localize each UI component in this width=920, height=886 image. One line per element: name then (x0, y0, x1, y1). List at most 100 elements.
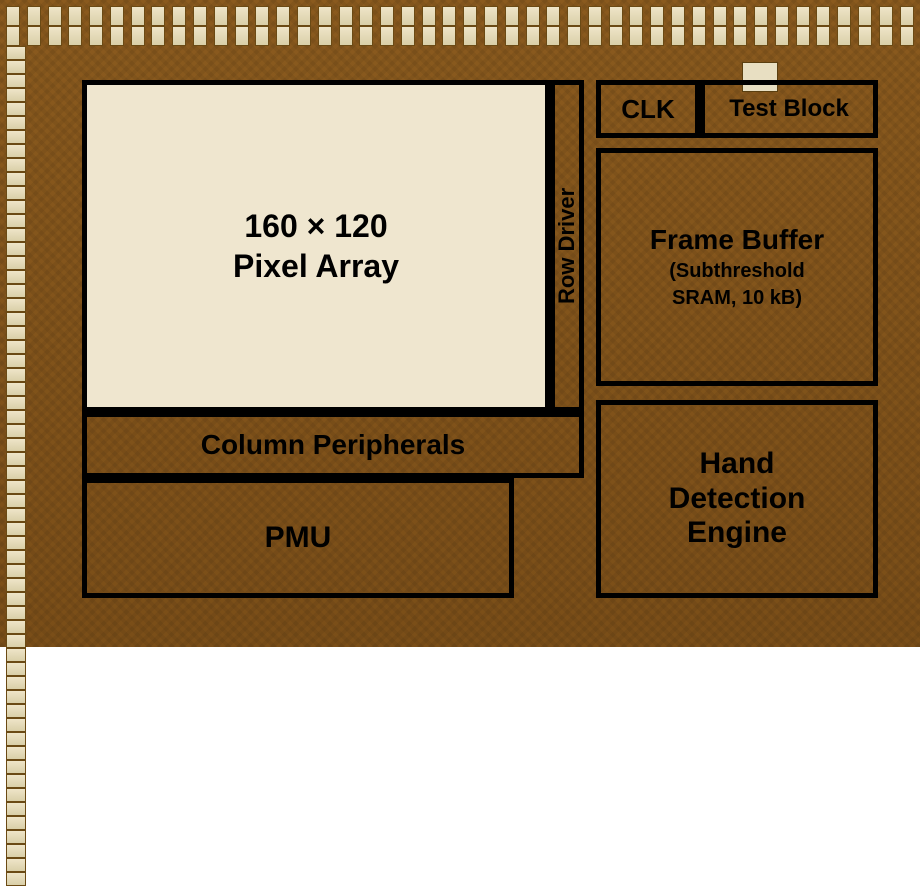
bond-pad (6, 46, 26, 60)
bond-pad (442, 6, 456, 26)
bond-pad (6, 26, 20, 46)
bond-pad (567, 26, 581, 46)
hand-detection-engine-block: Hand Detection Engine (596, 400, 878, 598)
bond-pad (754, 6, 768, 26)
test-block: Test Block (700, 80, 878, 138)
bond-pad (6, 270, 26, 284)
bond-pad (6, 718, 26, 732)
bond-pad (193, 6, 207, 26)
bond-pad (879, 6, 893, 26)
bond-pad (276, 6, 290, 26)
bond-pad (505, 6, 519, 26)
bond-pad (401, 26, 415, 46)
bond-pad (235, 6, 249, 26)
bond-pad (6, 858, 26, 872)
bond-pad (671, 26, 685, 46)
frame-buffer-label: Frame Buffer (650, 224, 824, 256)
pixel-array-label-1: 160 × 120 (244, 208, 387, 244)
bond-pad (609, 26, 623, 46)
bond-pad (6, 158, 26, 172)
bond-pad (6, 298, 26, 312)
clk-label: CLK (621, 94, 674, 125)
row-driver-block: Row Driver (550, 80, 584, 412)
pixel-array-block: 160 × 120 Pixel Array (82, 80, 550, 412)
bond-pad (27, 6, 41, 26)
bond-pad (442, 26, 456, 46)
bond-pad (276, 26, 290, 46)
bond-pad (775, 6, 789, 26)
bond-pad (526, 26, 540, 46)
bond-pad (816, 6, 830, 26)
bond-pad (48, 6, 62, 26)
column-peripherals-label: Column Peripherals (201, 429, 466, 461)
bond-pad (6, 354, 26, 368)
hde-label-1: Hand (669, 447, 806, 482)
bond-pad (6, 200, 26, 214)
bond-pad (172, 26, 186, 46)
bond-pad (900, 26, 914, 46)
bond-pad (6, 620, 26, 634)
bond-pad (422, 6, 436, 26)
pmu-label: PMU (265, 521, 332, 555)
bond-pad (318, 6, 332, 26)
pads-left (6, 46, 26, 466)
bond-pad (816, 26, 830, 46)
bond-pad (6, 144, 26, 158)
bond-pad (484, 26, 498, 46)
hde-label-2: Detection (669, 482, 806, 517)
column-peripherals-block: Column Peripherals (82, 412, 584, 478)
row-driver-label: Row Driver (554, 188, 580, 304)
bond-pad (775, 26, 789, 46)
bond-pad (401, 6, 415, 26)
bond-pad (6, 676, 26, 690)
bond-pad (6, 774, 26, 788)
bond-pad (6, 606, 26, 620)
bond-pad (6, 228, 26, 242)
bond-pad (380, 26, 394, 46)
bond-pad (6, 816, 26, 830)
bond-pad (671, 6, 685, 26)
bond-pad (6, 550, 26, 564)
bond-pad (6, 536, 26, 550)
bond-pad (6, 130, 26, 144)
bond-pad (6, 88, 26, 102)
pixel-array-label-2: Pixel Array (233, 246, 399, 286)
bond-pad (6, 424, 26, 438)
bond-pad (6, 172, 26, 186)
bond-pad (6, 732, 26, 746)
bond-pad (6, 326, 26, 340)
bond-pad (6, 480, 26, 494)
bond-pad (6, 6, 20, 26)
bond-pad (110, 26, 124, 46)
test-block-label: Test Block (729, 95, 849, 123)
bond-pad (339, 6, 353, 26)
bond-pad (733, 6, 747, 26)
bond-pad (6, 438, 26, 452)
bond-pad (6, 74, 26, 88)
bond-pad (879, 26, 893, 46)
bond-pad (546, 6, 560, 26)
bond-pad (6, 746, 26, 760)
bond-pad (588, 26, 602, 46)
bond-pad (422, 26, 436, 46)
bond-pad (339, 26, 353, 46)
bond-pad (837, 26, 851, 46)
bond-pad (6, 466, 26, 480)
bond-pad (151, 26, 165, 46)
bond-pad (297, 6, 311, 26)
bond-pad (380, 6, 394, 26)
bond-pad (6, 186, 26, 200)
bond-pad (172, 6, 186, 26)
pads-bottom (6, 26, 914, 46)
bond-pad (235, 26, 249, 46)
bond-pad (546, 26, 560, 46)
bond-pad (48, 26, 62, 46)
bond-pad (796, 6, 810, 26)
bond-pad (131, 26, 145, 46)
bond-pad (214, 6, 228, 26)
bond-pad (526, 6, 540, 26)
bond-pad (713, 26, 727, 46)
bond-pad (6, 760, 26, 774)
bond-pad (359, 6, 373, 26)
bond-pad (567, 6, 581, 26)
